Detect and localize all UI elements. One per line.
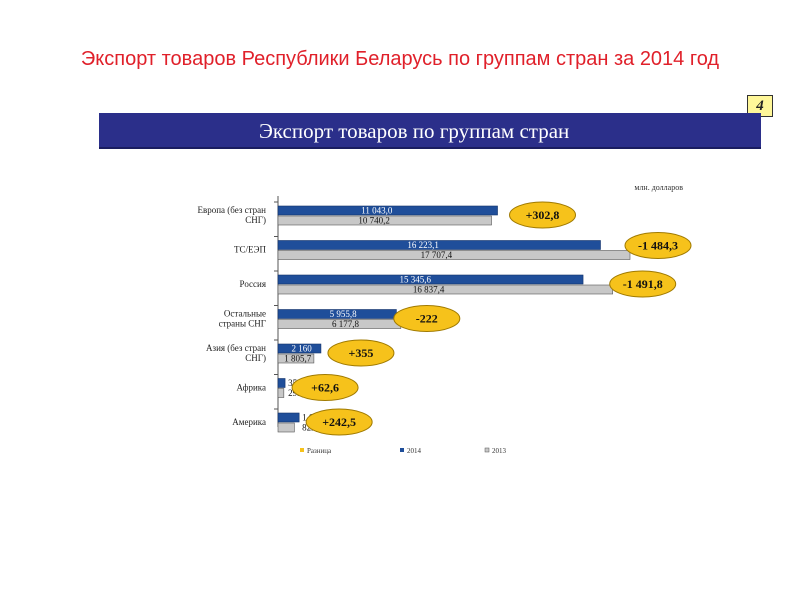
category-label: ТС/ЕЭП xyxy=(234,245,266,255)
category-label: страны СНГ xyxy=(219,319,266,329)
bar-2013 xyxy=(277,388,285,398)
difference-marker xyxy=(305,408,373,436)
difference-label: +355 xyxy=(349,346,374,360)
bar-2014 xyxy=(277,240,601,250)
bar-2014-value-label: 15 345,6 xyxy=(400,275,432,285)
legend-difference: Разница xyxy=(307,447,332,455)
category-label: СНГ) xyxy=(245,215,266,225)
bar-2014 xyxy=(277,412,300,423)
chart-banner: Экспорт товаров по группам стран xyxy=(99,113,761,149)
difference-marker xyxy=(291,374,359,401)
legend-swatch-2014 xyxy=(400,448,404,452)
bar-2014 xyxy=(277,343,322,354)
category-label: Америка xyxy=(232,417,266,427)
legend-swatch-2013 xyxy=(484,447,490,453)
bar-2014-value-label: 16 223,1 xyxy=(407,240,439,250)
difference-marker xyxy=(327,339,395,367)
difference-label: -1 491,8 xyxy=(623,277,663,291)
bar-2013 xyxy=(277,284,614,295)
slide-title: Экспорт товаров Республики Беларусь по г… xyxy=(80,48,720,70)
legend-2014: 2014 xyxy=(407,447,422,455)
bar-2013-value-label: 10 740,2 xyxy=(358,216,390,226)
legend-swatch-difference xyxy=(300,448,304,452)
category-label: СНГ) xyxy=(245,353,266,363)
difference-label: +302,8 xyxy=(526,208,560,222)
difference-marker xyxy=(624,232,692,259)
difference-label: -222 xyxy=(416,312,438,326)
bar-2013-value-label: 1 805,7 xyxy=(284,354,312,364)
unit-label: млн. долларов xyxy=(634,183,683,192)
category-label: Африка xyxy=(236,383,266,393)
difference-marker xyxy=(393,305,461,332)
bar-2013 xyxy=(277,215,492,226)
category-label: Остальные xyxy=(224,309,266,319)
bar-2014 xyxy=(277,274,584,285)
difference-label: +242,5 xyxy=(322,415,356,429)
bar-2014-value-label: 5 955,8 xyxy=(330,309,358,319)
difference-marker xyxy=(609,270,677,298)
bar-2013-value-label: 16 837,4 xyxy=(413,285,445,295)
bar-2014-value-label: 11 043,0 xyxy=(361,206,393,216)
bar-2013 xyxy=(277,422,295,433)
bar-2013-value-label: 17 707,4 xyxy=(421,250,453,260)
bar-2014-value-label: 2 160 xyxy=(291,344,312,354)
difference-marker xyxy=(509,201,577,229)
bar-2013 xyxy=(277,250,631,260)
category-label: Азия (без стран xyxy=(206,343,266,353)
difference-label: -1 484,3 xyxy=(638,239,678,253)
category-label: Европа (без стран xyxy=(197,205,266,215)
category-label: Россия xyxy=(240,279,266,289)
legend-2013: 2013 xyxy=(492,447,507,455)
bar-2013-value-label: 6 177,8 xyxy=(332,319,360,329)
difference-label: +62,6 xyxy=(311,381,339,395)
bar-2013 xyxy=(277,353,315,364)
bar-2014 xyxy=(277,378,286,388)
bar-2014 xyxy=(277,205,498,216)
